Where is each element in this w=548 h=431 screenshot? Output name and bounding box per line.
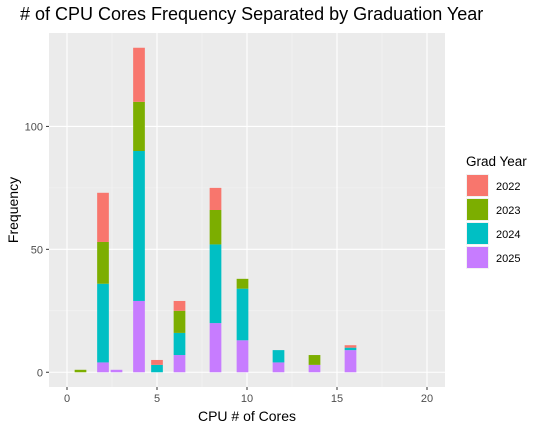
bar-2024-x6_25 (173, 332, 186, 356)
y-tick-label: 0 (37, 367, 43, 379)
x-tick-label: 20 (421, 393, 433, 405)
bar-2024-x5 (151, 364, 163, 373)
bar-2025-x9_75 (236, 340, 249, 373)
y-tick-label: 100 (25, 121, 43, 133)
bar-2022-x15_75 (344, 345, 357, 348)
legend-swatch-2025 (467, 247, 488, 268)
x-tick-label: 5 (154, 393, 160, 405)
legend-label-2024: 2024 (496, 229, 520, 241)
bar-2022-x2 (97, 192, 109, 242)
bar-2023-x8_25 (209, 210, 222, 245)
bar-2023-x9_75 (236, 278, 249, 289)
y-tick-label: 50 (31, 244, 43, 256)
bar-2024-x2 (97, 283, 109, 363)
bar-2023-x13_75 (308, 355, 321, 365)
legend-swatch-2024 (467, 223, 488, 244)
bar-2023-x4 (133, 101, 145, 151)
x-axis-title: CPU # of Cores (198, 408, 296, 424)
bar-2025-x13_75 (308, 364, 321, 373)
bar-2022-x4 (133, 47, 145, 102)
y-axis-title: Frequency (5, 177, 21, 243)
legend-label-2023: 2023 (496, 205, 520, 217)
legend: Grad Year 2022 2023 2024 2025 (466, 154, 527, 269)
legend-swatch-2022 (467, 175, 488, 196)
bar-2024-x11_75 (272, 350, 285, 363)
bar-2022-x6_25 (173, 300, 186, 311)
x-tick-label: 0 (64, 393, 70, 405)
bar-2025-x2 (97, 362, 109, 373)
bar-2024-x9_75 (236, 288, 249, 341)
bar-2023-x2 (97, 241, 109, 284)
bar-2023-x0_75 (74, 369, 87, 373)
bar-2024-x15_75 (344, 347, 357, 351)
bar-2025-x8_25 (209, 323, 222, 373)
bar-2022-x5 (151, 359, 163, 365)
bar-2025-x4 (133, 300, 145, 373)
legend-title: Grad Year (466, 154, 527, 169)
legend-swatch-2023 (467, 199, 488, 220)
bar-2023-x6_25 (173, 310, 186, 333)
axis-ticks: 0 5 10 15 20 0 50 100 (25, 121, 433, 405)
chart-title: # of CPU Cores Frequency Separated by Gr… (20, 4, 484, 24)
x-tick-label: 15 (331, 393, 343, 405)
bar-2024-x4 (133, 151, 145, 301)
legend-label-2022: 2022 (496, 181, 520, 193)
bar-2022-x8_25 (209, 187, 222, 210)
bar-2025-x11_75 (272, 362, 285, 373)
x-tick-label: 10 (241, 393, 253, 405)
bars (74, 47, 357, 373)
legend-label-2025: 2025 (496, 253, 520, 265)
bar-2025-x2_75 (110, 369, 123, 373)
bar-2024-x8_25 (209, 244, 222, 324)
bar-2025-x6_25 (173, 355, 186, 373)
bar-2025-x15_75 (344, 350, 357, 373)
